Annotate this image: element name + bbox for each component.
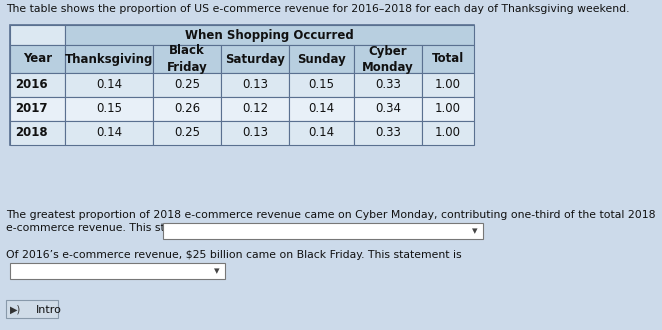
Text: Black
Friday: Black Friday <box>167 45 207 74</box>
Text: 0.13: 0.13 <box>242 79 268 91</box>
Bar <box>10 97 65 121</box>
Text: 1.00: 1.00 <box>435 103 461 115</box>
Text: 0.14: 0.14 <box>96 79 122 91</box>
Bar <box>153 73 221 97</box>
Bar <box>221 97 289 121</box>
Text: The table shows the proportion of US e-commerce revenue for 2016–2018 for each d: The table shows the proportion of US e-c… <box>6 4 630 14</box>
Text: 0.14: 0.14 <box>308 126 334 140</box>
Text: When Shopping Occurred: When Shopping Occurred <box>185 28 354 42</box>
Bar <box>422 121 474 145</box>
Text: e-commerce revenue. This statement is: e-commerce revenue. This statement is <box>6 223 223 233</box>
Text: 0.13: 0.13 <box>242 126 268 140</box>
Bar <box>221 73 289 97</box>
Bar <box>354 73 422 97</box>
Bar <box>10 25 65 45</box>
Text: Total: Total <box>432 52 464 65</box>
Text: 1.00: 1.00 <box>435 79 461 91</box>
Bar <box>289 97 354 121</box>
Text: 0.15: 0.15 <box>308 79 334 91</box>
Bar <box>65 25 474 45</box>
Text: Sunday: Sunday <box>297 52 346 65</box>
Bar <box>10 25 474 145</box>
Text: 0.25: 0.25 <box>174 126 200 140</box>
Text: 0.33: 0.33 <box>375 79 401 91</box>
Text: 0.25: 0.25 <box>174 79 200 91</box>
Bar <box>10 73 65 97</box>
Bar <box>354 121 422 145</box>
Text: 2018: 2018 <box>15 126 48 140</box>
Text: 0.12: 0.12 <box>242 103 268 115</box>
Text: 0.14: 0.14 <box>96 126 122 140</box>
Bar <box>10 45 65 73</box>
Bar <box>153 45 221 73</box>
Bar <box>289 45 354 73</box>
Text: 0.26: 0.26 <box>174 103 200 115</box>
Text: Saturday: Saturday <box>225 52 285 65</box>
Bar <box>153 97 221 121</box>
Text: The greatest p​roportion of 2018 e-commerce revenue came on Cyber Monday, contri: The greatest p​roportion of 2018 e-comme… <box>6 210 655 220</box>
Bar <box>163 223 483 239</box>
Bar <box>65 121 153 145</box>
Bar <box>354 45 422 73</box>
Bar <box>221 121 289 145</box>
Text: 0.33: 0.33 <box>375 126 401 140</box>
Bar <box>153 121 221 145</box>
Bar <box>422 97 474 121</box>
Text: ▶): ▶) <box>11 305 22 315</box>
Bar <box>221 45 289 73</box>
Bar <box>10 263 225 279</box>
Bar <box>422 45 474 73</box>
Text: 0.14: 0.14 <box>308 103 334 115</box>
Bar <box>65 45 153 73</box>
Bar <box>422 73 474 97</box>
Text: Of 2016’s e-commerce revenue, $25 billion came on Black Friday. This statement i: Of 2016’s e-commerce revenue, $25 billio… <box>6 250 461 260</box>
Bar <box>65 97 153 121</box>
Text: 0.15: 0.15 <box>96 103 122 115</box>
Text: Intro: Intro <box>36 305 62 315</box>
Text: Cyber
Monday: Cyber Monday <box>362 45 414 74</box>
Text: 2017: 2017 <box>15 103 48 115</box>
Text: 0.34: 0.34 <box>375 103 401 115</box>
Text: 2016: 2016 <box>15 79 48 91</box>
Bar <box>289 121 354 145</box>
Text: ▾: ▾ <box>214 266 220 276</box>
Text: Year: Year <box>23 52 52 65</box>
Bar <box>289 73 354 97</box>
Bar <box>10 121 65 145</box>
Text: 1.00: 1.00 <box>435 126 461 140</box>
Text: Thanksgiving: Thanksgiving <box>65 52 153 65</box>
Bar <box>354 97 422 121</box>
Text: ▾: ▾ <box>472 226 478 236</box>
Bar <box>65 73 153 97</box>
Bar <box>6 300 58 318</box>
